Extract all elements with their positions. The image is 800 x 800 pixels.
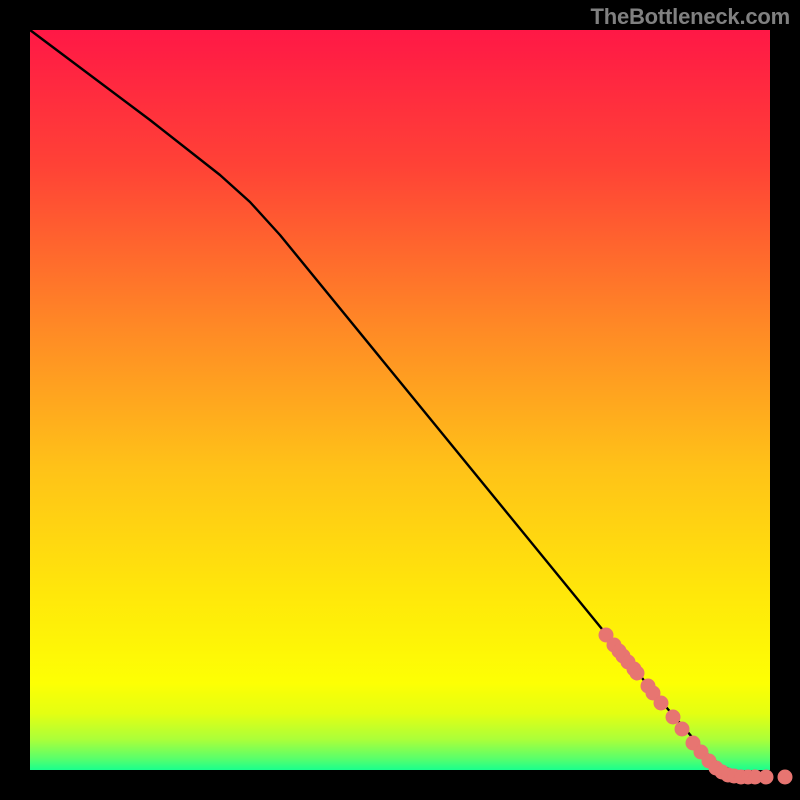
- bottleneck-chart: [0, 0, 800, 800]
- data-marker: [654, 696, 668, 710]
- gradient-background: [30, 30, 785, 785]
- watermark-text: TheBottleneck.com: [590, 4, 790, 30]
- data-marker: [759, 770, 773, 784]
- chart-container: TheBottleneck.com: [0, 0, 800, 800]
- data-marker: [778, 770, 792, 784]
- data-marker: [630, 666, 644, 680]
- data-marker: [675, 722, 689, 736]
- data-marker: [666, 710, 680, 724]
